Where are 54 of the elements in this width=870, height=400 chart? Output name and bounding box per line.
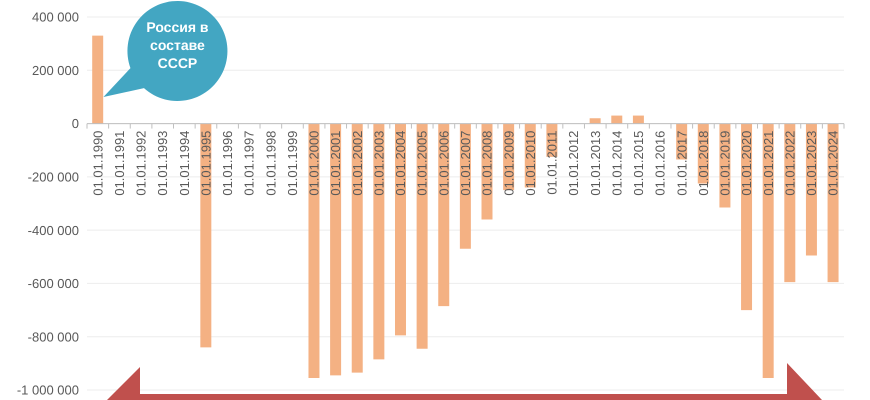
y-tick-label: 400 000 xyxy=(32,10,79,25)
x-tick-label: 01.01.1998 xyxy=(263,130,278,196)
x-tick-label: 01.01.1990 xyxy=(90,130,106,196)
x-tick-label: 01.01.1999 xyxy=(284,130,300,196)
x-tick-label: 01.01.2024 xyxy=(826,130,841,196)
x-tick-label: 01.01.2002 xyxy=(350,130,365,196)
x-tick-label: 01.01.2000 xyxy=(306,130,322,196)
y-tick-label: -400 000 xyxy=(28,222,79,238)
x-tick-label: 01.01.2011 xyxy=(544,130,560,195)
y-tick-label: -600 000 xyxy=(28,276,79,292)
bar xyxy=(611,116,622,124)
x-tick-label: 01.01.2017 xyxy=(674,130,690,196)
x-tick-label: 01.01.2005 xyxy=(414,130,430,196)
x-tick-label: 01.01.2014 xyxy=(609,130,624,196)
y-tick-label: -200 000 xyxy=(28,169,79,184)
x-tick-label: 01.01.2016 xyxy=(652,130,668,196)
x-tick-label: 01.01.2001 xyxy=(328,130,344,196)
bar xyxy=(632,116,644,124)
x-tick-label: 01.01.1993 xyxy=(155,130,170,196)
x-tick-label: 01.01.1995 xyxy=(198,130,214,196)
y-tick-label: -800 000 xyxy=(28,329,79,344)
x-tick-label: 01.01.2009 xyxy=(501,130,516,196)
x-tick-label: 01.01.2012 xyxy=(566,130,582,196)
x-tick-label: 01.01.2013 xyxy=(588,130,603,196)
y-tick-label: 200 000 xyxy=(32,62,79,78)
x-tick-label: 01.01.2004 xyxy=(393,130,408,196)
x-tick-label: 01.01.1992 xyxy=(134,130,149,196)
y-tick-label: -1 000 000 xyxy=(16,382,79,398)
x-tick-label: 01.01.2006 xyxy=(436,130,452,196)
x-tick-label: 01.01.2007 xyxy=(458,130,473,196)
x-tick-label: 01.01.2015 xyxy=(631,130,646,196)
x-tick-label: 01.01.1991 xyxy=(112,130,127,196)
bar xyxy=(200,124,212,348)
x-tick-label: 01.01.2022 xyxy=(782,130,798,196)
bar xyxy=(308,124,320,378)
bar xyxy=(762,124,774,378)
x-tick-label: 01.01.1994 xyxy=(176,130,192,196)
x-tick-label: 01.01.2018 xyxy=(696,130,711,196)
x-tick-label: 01.01.2020 xyxy=(739,130,754,196)
x-tick-label: 01.01.2021 xyxy=(760,130,776,196)
x-tick-label: 01.01.1996 xyxy=(220,130,236,196)
x-tick-label: 01.01.2003 xyxy=(371,130,386,196)
bar xyxy=(330,124,342,376)
bar xyxy=(92,36,104,124)
x-tick-label: 01.01.2010 xyxy=(522,130,538,196)
bar xyxy=(373,124,384,360)
bar xyxy=(590,118,601,124)
x-tick-label: 01.01.2008 xyxy=(480,130,495,196)
x-tick-label: 01.01.2023 xyxy=(804,130,820,196)
y-tick-label: 0 xyxy=(72,116,79,132)
bar xyxy=(352,124,363,373)
annotation: Россия в составе СССР xyxy=(146,18,209,71)
x-tick-label: 01.01.2019 xyxy=(718,130,733,196)
x-tick-label: 01.01.1997 xyxy=(242,130,257,196)
